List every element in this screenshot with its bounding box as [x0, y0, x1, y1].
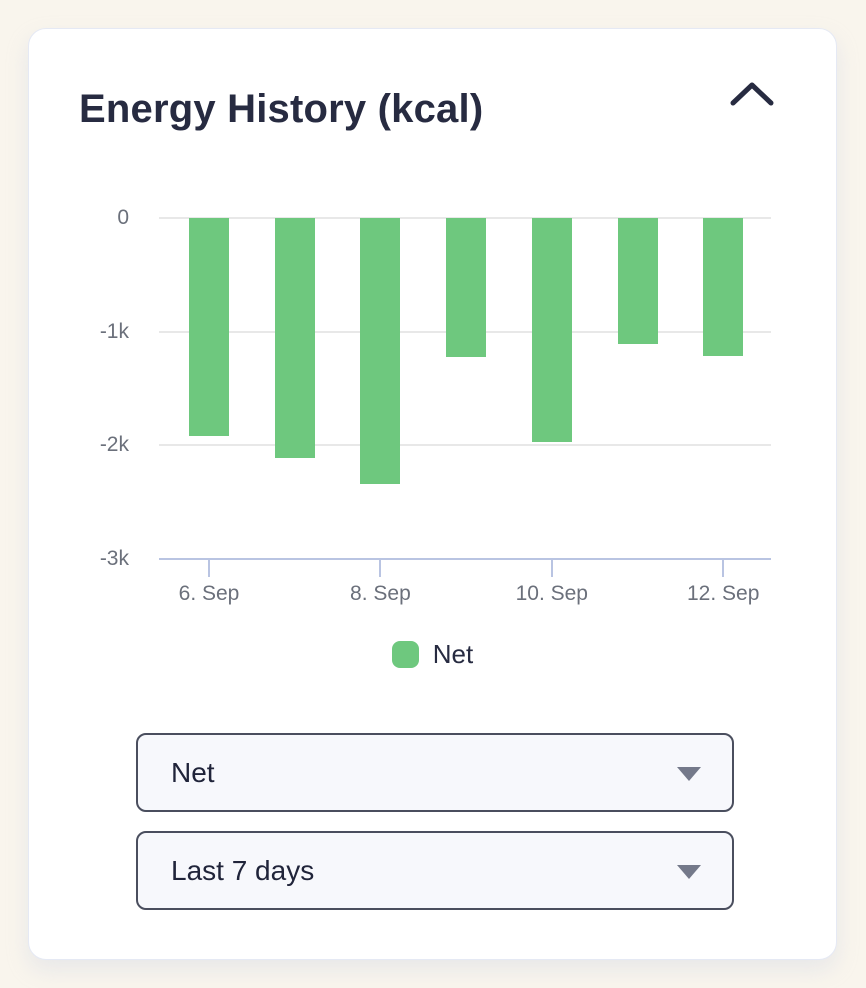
x-axis-tick: [379, 559, 382, 577]
x-axis-tick: [550, 559, 553, 577]
energy-history-chart: 0 -1k -2k -3k 6. Sep 8. Sep 10. Sep 12. Sep: [29, 29, 836, 959]
bar-11-sep[interactable]: [617, 218, 658, 345]
energy-history-card: Energy History (kcal) 0 -1k -2k -3k 6. Sep 8.…: [28, 28, 837, 960]
y-axis-label: -3k: [99, 547, 129, 570]
range-dropdown[interactable]: Last 7 days: [136, 831, 734, 910]
legend-label-net: Net: [432, 638, 474, 669]
collapse-button[interactable]: [727, 75, 777, 113]
bar-9-sep[interactable]: [446, 218, 487, 357]
legend-swatch-net: [391, 640, 419, 668]
bar-7-sep[interactable]: [274, 218, 315, 458]
x-axis-label: 10. Sep: [515, 582, 588, 605]
metric-dropdown[interactable]: Net: [136, 733, 734, 812]
gridline: [159, 444, 771, 447]
x-axis-label: 8. Sep: [350, 582, 411, 605]
y-axis-label: -2k: [99, 433, 129, 457]
bar-8-sep[interactable]: [360, 218, 401, 484]
y-axis-label: 0: [117, 206, 129, 229]
x-axis-tick: [208, 559, 210, 577]
bar-12-sep[interactable]: [703, 218, 744, 357]
bar-10-sep[interactable]: [531, 218, 572, 442]
caret-down-icon: [677, 864, 701, 879]
caret-down-icon: [677, 766, 701, 781]
chevron-up-icon: [730, 82, 774, 106]
x-axis-line: [159, 558, 771, 560]
x-axis-tick: [722, 559, 725, 577]
x-axis-label: 12. Sep: [686, 582, 760, 605]
range-dropdown-value: Last 7 days: [171, 854, 315, 886]
bar-6-sep[interactable]: [189, 218, 229, 437]
chart-legend: Net: [29, 638, 836, 669]
card-title: Energy History (kcal): [79, 87, 484, 131]
metric-dropdown-value: Net: [171, 756, 215, 788]
y-axis-label: -1k: [99, 319, 129, 343]
x-axis-label: 6. Sep: [178, 582, 240, 605]
